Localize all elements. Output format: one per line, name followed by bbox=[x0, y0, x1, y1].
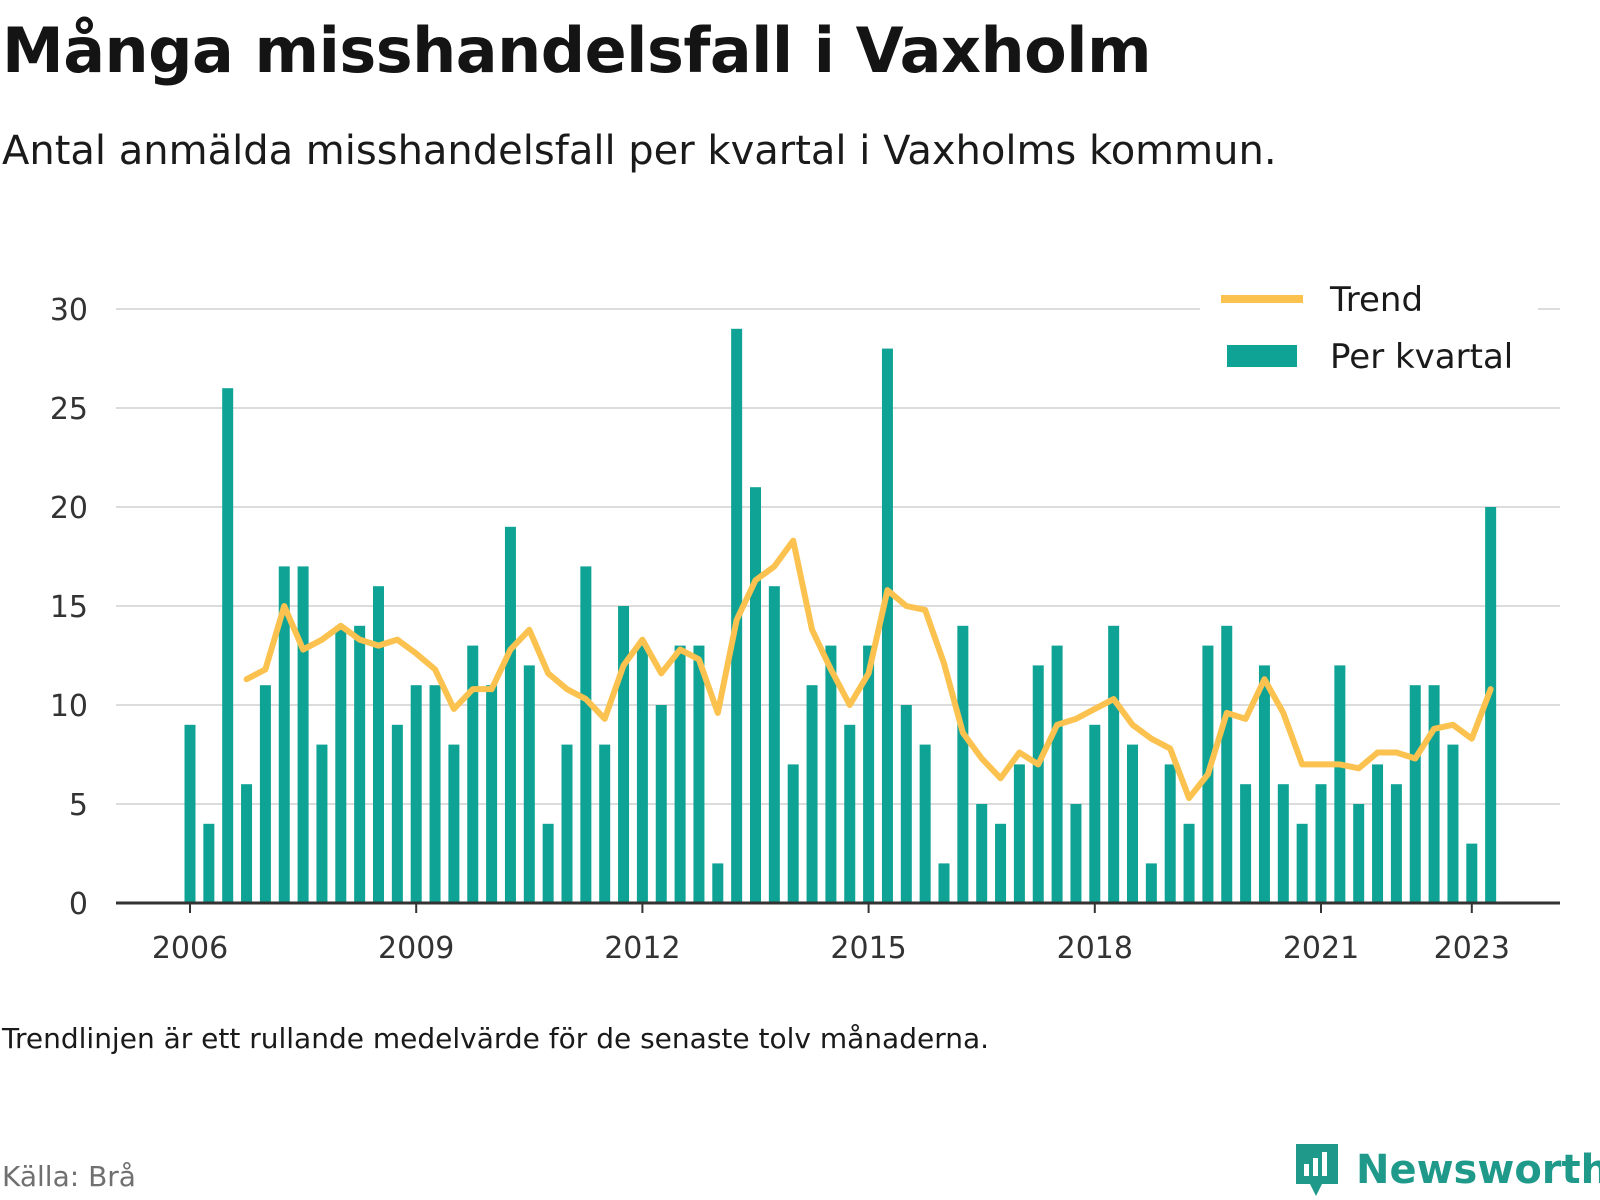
x-tick-labels: 2006 2009 2012 2015 2018 2021 2023 bbox=[152, 931, 1510, 966]
bar bbox=[429, 685, 441, 903]
bar bbox=[410, 685, 422, 903]
bar bbox=[542, 823, 554, 903]
bar bbox=[938, 863, 950, 903]
trend-line bbox=[243, 537, 1494, 802]
bar bbox=[1221, 625, 1233, 903]
bar bbox=[1127, 744, 1138, 903]
bar bbox=[1183, 823, 1195, 903]
bar bbox=[1277, 784, 1289, 903]
bar bbox=[1372, 764, 1384, 903]
x-tick-label: 2009 bbox=[378, 931, 454, 966]
bar bbox=[900, 705, 912, 903]
y-tick-label: 5 bbox=[69, 788, 88, 823]
bar bbox=[1334, 665, 1346, 903]
bar bbox=[825, 645, 837, 903]
x-tick-label: 2021 bbox=[1283, 931, 1359, 966]
bar bbox=[373, 586, 384, 903]
bar bbox=[636, 645, 648, 903]
bar bbox=[1240, 784, 1252, 903]
bar bbox=[523, 665, 535, 903]
bar bbox=[618, 606, 630, 903]
x-tick-marks bbox=[189, 903, 1473, 913]
bar bbox=[241, 784, 253, 903]
bar bbox=[297, 566, 309, 903]
bar bbox=[1070, 804, 1082, 903]
bar bbox=[467, 645, 479, 903]
bar bbox=[391, 724, 403, 903]
bar bbox=[1353, 804, 1365, 903]
bar bbox=[806, 685, 818, 903]
x-tick-label: 2023 bbox=[1434, 931, 1510, 966]
bar bbox=[504, 526, 516, 903]
bar bbox=[787, 764, 799, 903]
source-label: Källa: Brå bbox=[2, 1160, 136, 1193]
y-tick-label: 0 bbox=[69, 887, 88, 922]
y-tick-label: 30 bbox=[50, 293, 88, 328]
chart-subtitle: Antal anmälda misshandelsfall per kvarta… bbox=[2, 128, 1277, 174]
legend-trend-label: Trend bbox=[1329, 280, 1423, 320]
bar bbox=[881, 348, 893, 904]
bar bbox=[184, 724, 196, 903]
x-tick-label: 2015 bbox=[830, 931, 906, 966]
bar bbox=[1258, 665, 1270, 903]
x-tick-label: 2018 bbox=[1057, 931, 1133, 966]
bar bbox=[1013, 764, 1025, 903]
chart-title: Många misshandelsfall i Vaxholm bbox=[2, 14, 1152, 87]
bar bbox=[259, 685, 271, 903]
bar bbox=[655, 705, 667, 903]
chart: 0 5 10 15 20 25 30 2006 2009 2012 2015 2018 2021 202… bbox=[49, 272, 1560, 966]
bar bbox=[1315, 784, 1327, 903]
bar bbox=[278, 566, 290, 903]
legend-bar-label: Per kvartal bbox=[1330, 337, 1513, 377]
y-tick-label: 20 bbox=[50, 491, 88, 526]
bar bbox=[863, 645, 875, 903]
y-tick-label: 10 bbox=[50, 689, 88, 724]
y-tick-label: 15 bbox=[50, 590, 88, 625]
bar bbox=[599, 744, 611, 903]
y-tick-labels: 0 5 10 15 20 25 30 bbox=[50, 293, 88, 922]
bar bbox=[316, 744, 328, 903]
bar bbox=[1164, 764, 1176, 903]
bar bbox=[1485, 507, 1497, 903]
bar bbox=[1108, 625, 1120, 903]
bar bbox=[1145, 863, 1157, 903]
bar bbox=[844, 724, 856, 903]
bar bbox=[448, 744, 460, 903]
bar bbox=[674, 645, 686, 903]
bar bbox=[354, 625, 366, 903]
bar bbox=[768, 586, 780, 903]
bar bbox=[693, 645, 705, 903]
bar bbox=[1089, 724, 1101, 903]
bar bbox=[335, 625, 347, 903]
bar bbox=[712, 863, 724, 903]
bar bbox=[1051, 645, 1063, 903]
brand[interactable]: Newsworthy bbox=[1292, 1140, 1600, 1200]
bars bbox=[184, 328, 1497, 904]
y-tick-label: 25 bbox=[50, 392, 88, 427]
bar bbox=[1428, 685, 1440, 903]
bar bbox=[1447, 744, 1459, 903]
legend-bar-swatch bbox=[1227, 345, 1297, 367]
bar bbox=[750, 487, 761, 903]
bar bbox=[919, 744, 931, 903]
bar bbox=[580, 566, 592, 903]
bar bbox=[203, 823, 215, 903]
bar bbox=[1409, 685, 1421, 903]
bar bbox=[1466, 843, 1478, 903]
legend: Trend Per kvartal bbox=[1200, 272, 1538, 384]
bar bbox=[561, 744, 573, 903]
bar bbox=[1296, 823, 1308, 903]
bar bbox=[486, 685, 498, 903]
bar bbox=[222, 388, 234, 903]
x-tick-label: 2012 bbox=[604, 931, 680, 966]
bar bbox=[976, 804, 988, 903]
bar bbox=[1032, 665, 1044, 903]
bar bbox=[957, 625, 969, 903]
newsworthy-logo-icon bbox=[1296, 1144, 1338, 1196]
bar bbox=[1390, 784, 1402, 903]
x-tick-label: 2006 bbox=[152, 931, 228, 966]
footnote: Trendlinjen är ett rullande medelvärde f… bbox=[2, 1022, 990, 1055]
bar bbox=[995, 823, 1007, 903]
brand-name: Newsworthy bbox=[1356, 1147, 1600, 1193]
